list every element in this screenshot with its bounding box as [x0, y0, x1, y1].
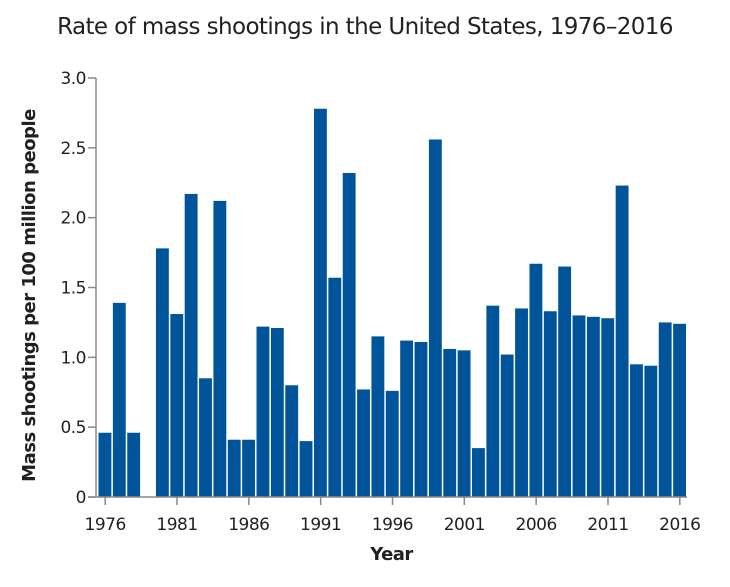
bar-2013	[630, 364, 643, 497]
bar-1982	[184, 193, 198, 497]
bar-2016	[673, 323, 686, 497]
bar-2003	[486, 305, 500, 497]
y-tick-label: 1.5	[60, 279, 86, 299]
bar-1991	[313, 108, 327, 497]
y-tick-label: 2.5	[60, 139, 86, 159]
bar-1993	[342, 172, 356, 497]
bar-1988	[270, 328, 284, 497]
bar-1986	[242, 439, 256, 497]
x-tick-label: 1991	[300, 515, 341, 535]
bar-1978	[127, 432, 141, 497]
bar-1996	[385, 390, 399, 497]
bar-2011	[601, 318, 615, 497]
bar-2000	[443, 348, 457, 497]
y-tick-label: 0.5	[60, 418, 86, 438]
y-tick-label: 0	[76, 488, 86, 508]
bar-2005	[515, 308, 528, 497]
bar-2012	[615, 185, 629, 497]
bar-1997	[400, 340, 414, 497]
bar-1998	[414, 341, 428, 497]
bar-1989	[285, 385, 299, 497]
bar-1983	[199, 378, 212, 497]
bar-2014	[644, 365, 658, 497]
bar-2009	[572, 315, 586, 497]
bar-2001	[457, 350, 471, 497]
x-tick-label: 1996	[372, 515, 413, 535]
x-tick-label: 2011	[587, 515, 628, 535]
bar-2008	[558, 266, 572, 497]
bar-2004	[500, 354, 514, 497]
y-tick-label: 1.0	[60, 348, 86, 368]
bar-1990	[299, 441, 313, 497]
bar-1977	[112, 302, 126, 497]
bar-1995	[371, 336, 385, 497]
x-tick-label: 2001	[444, 515, 485, 535]
bar-1976	[98, 432, 112, 497]
bar-2006	[529, 263, 543, 497]
x-axis-title: Year	[369, 544, 413, 565]
y-axis-title: Mass shootings per 100 million people	[19, 109, 40, 482]
bar-1985	[227, 439, 241, 497]
bar-1994	[357, 389, 370, 497]
bar-2010	[586, 316, 600, 497]
bar-1984	[213, 200, 227, 497]
y-axis: 0 0.5 1.0 1.5 2.0 2.5 3.0	[60, 69, 96, 508]
bar-1999	[428, 139, 442, 497]
chart-title: Rate of mass shootings in the United Sta…	[57, 14, 673, 40]
bar-2007	[543, 311, 557, 497]
bar-2002	[472, 448, 485, 497]
x-tick-label: 1986	[228, 515, 269, 535]
x-tick-label: 1976	[85, 515, 126, 535]
bar-1987	[256, 326, 270, 497]
bar-1980	[155, 248, 169, 497]
bars-group	[98, 108, 686, 497]
y-tick-label: 3.0	[60, 69, 86, 89]
x-axis: 1976 1981 1986 1991 1996 2001 2006 2011 2016	[85, 497, 701, 535]
x-tick-label: 1981	[156, 515, 197, 535]
bar-2015	[658, 322, 672, 497]
x-tick-label: 2006	[516, 515, 557, 535]
bar-1992	[328, 277, 342, 497]
bar-1981	[170, 314, 184, 497]
x-tick-label: 2016	[659, 515, 700, 535]
y-tick-label: 2.0	[60, 209, 86, 229]
